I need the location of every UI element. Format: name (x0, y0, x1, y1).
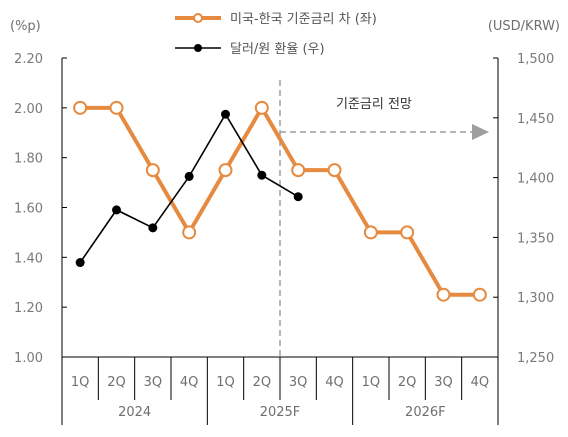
rate-diff-point (73, 100, 88, 115)
rate-diff-point (254, 100, 269, 115)
rate-diff-point (436, 287, 451, 302)
left-tick-label: 1.20 (14, 301, 43, 316)
left-tick-label: 1.60 (14, 202, 43, 217)
x-category-label: 2Q (398, 375, 417, 390)
x-category-label: 3Q (289, 375, 308, 390)
x-axis-year-labels: 2024 2025F 2026F (118, 405, 445, 420)
left-axis-ticks: 1.00 1.20 1.40 1.60 1.80 2.00 2.20 (14, 52, 67, 366)
x-year-label: 2025F (260, 405, 301, 420)
rate-diff-line (80, 105, 480, 297)
x-category-label: 4Q (180, 375, 199, 390)
legend-fx-label: 달러/원 환율 (우) (230, 42, 325, 57)
fx-point (112, 205, 121, 215)
right-tick-label: 1,450 (517, 112, 554, 127)
fx-point (257, 170, 267, 180)
x-year-label: 2024 (118, 405, 151, 420)
fx-point (293, 192, 303, 202)
rate-diff-point (363, 225, 378, 240)
x-category-label: 3Q (434, 375, 453, 390)
rate-diff-point (291, 163, 306, 178)
right-tick-label: 1,300 (517, 291, 554, 306)
left-tick-label: 1.80 (14, 152, 43, 167)
legend-rate-diff-label: 미국-한국 기준금리 차 (좌) (230, 12, 377, 27)
x-category-label: 3Q (144, 375, 163, 390)
legend-fx-swatch-marker (194, 44, 202, 52)
rate-diff-series (73, 100, 487, 302)
rate-diff-point (327, 163, 342, 178)
left-tick-label: 2.20 (14, 52, 43, 67)
rate-diff-point (109, 100, 124, 115)
rate-diff-point (400, 225, 415, 240)
rate-diff-point (218, 163, 233, 178)
right-tick-label: 1,500 (517, 52, 554, 67)
fx-line (79, 113, 299, 263)
forecast-annotation-label: 기준금리 전망 (336, 97, 412, 112)
x-category-label: 4Q (471, 375, 490, 390)
x-category-label: 2Q (107, 375, 126, 390)
right-tick-label: 1,250 (517, 351, 554, 366)
right-tick-label: 1,350 (517, 231, 554, 246)
x-category-label: 1Q (362, 375, 381, 390)
fx-point (184, 171, 194, 181)
x-year-label: 2026F (405, 405, 446, 420)
rate-diff-point (472, 287, 487, 302)
left-tick-label: 1.00 (14, 351, 43, 366)
right-tick-label: 1,400 (517, 172, 554, 187)
right-axis-unit-label: (USD/KRW) (488, 19, 560, 34)
rate-diff-point (182, 225, 197, 240)
left-tick-label: 2.00 (14, 102, 43, 117)
left-tick-label: 1.40 (14, 251, 43, 266)
legend: 미국-한국 기준금리 차 (좌) 달러/원 환율 (우) (175, 12, 377, 57)
fx-point (148, 223, 158, 233)
x-axis-category-labels: 1Q 2Q 3Q 4Q 1Q 2Q 3Q 4Q 1Q 2Q 3Q 4Q (71, 375, 489, 390)
x-category-label: 1Q (216, 375, 235, 390)
fx-point (75, 258, 85, 268)
x-category-label: 4Q (325, 375, 344, 390)
x-axis-separators (61, 357, 499, 425)
forecast-arrowhead (472, 124, 489, 140)
fx-point (221, 109, 230, 119)
x-category-label: 2Q (253, 375, 272, 390)
left-axis-unit-label: (%p) (10, 19, 41, 34)
fx-series (75, 109, 303, 268)
legend-rate-diff-swatch-marker (193, 13, 203, 23)
rate-diff-point (145, 163, 160, 178)
x-category-label: 1Q (71, 375, 90, 390)
right-axis-ticks: 1,250 1,300 1,350 1,400 1,450 1,500 (493, 52, 554, 366)
